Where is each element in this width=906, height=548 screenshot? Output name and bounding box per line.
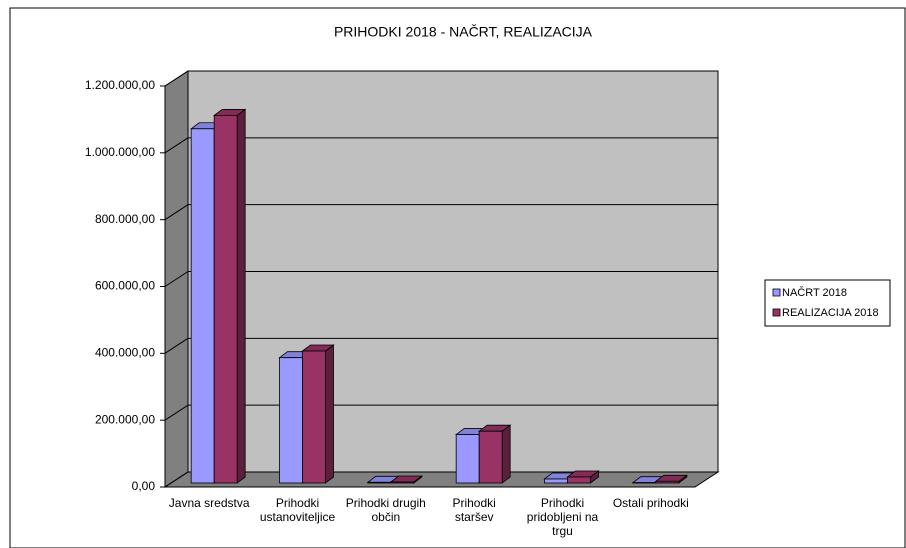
y-tick-label: 1.200.000,00 — [85, 78, 155, 92]
bar-front — [190, 128, 215, 484]
bar — [654, 474, 689, 484]
bar — [477, 424, 512, 484]
grid-line — [164, 337, 189, 354]
bar-side — [501, 424, 511, 484]
x-tick-label: Javna sredstva — [168, 496, 250, 510]
bar — [212, 108, 247, 484]
bar-front — [544, 478, 568, 484]
grid-line — [164, 404, 189, 421]
legend-label: REALIZACIJA 2018 — [782, 307, 879, 319]
y-tick-label: 400.000,00 — [95, 346, 155, 360]
bar — [389, 475, 424, 484]
bar-front — [567, 476, 591, 484]
legend-box — [764, 279, 891, 327]
x-tick-label: Prihodki ustanoviteljice — [259, 496, 336, 524]
legend-swatch — [772, 288, 781, 297]
bar-front — [478, 430, 503, 484]
legend-swatch — [772, 308, 781, 317]
x-tick-label: Prihodki staršev — [452, 496, 496, 524]
bar-side — [325, 344, 334, 484]
y-tick-label: 200.000,00 — [95, 412, 155, 426]
legend: NAČRT 2018 REALIZACIJA 2018 — [764, 279, 891, 327]
bar-front — [655, 480, 680, 484]
bar-front — [455, 434, 480, 484]
bar-front — [213, 115, 238, 484]
y-tick-label: 600.000,00 — [95, 279, 155, 293]
bar-side — [236, 108, 246, 484]
grid-line — [164, 137, 189, 154]
bar-front — [390, 481, 415, 484]
grid-line — [164, 204, 189, 221]
x-tick-label: Prihodki drugih občin — [345, 496, 426, 524]
bar — [301, 344, 335, 484]
bar-front — [302, 350, 326, 484]
bar-front — [367, 481, 392, 484]
y-tick-label: 800.000,00 — [95, 212, 155, 226]
chart-title: PRIHODKI 2018 - NAČRT, REALIZACIJA — [334, 24, 593, 40]
y-tick-label: 1.000.000,00 — [85, 145, 155, 159]
legend-label: NAČRT 2018 — [782, 286, 847, 299]
bar — [566, 470, 600, 484]
grid-line — [164, 271, 189, 287]
x-tick-label: Prihodki pridobljeni na trgu — [526, 496, 599, 538]
grid-line — [164, 70, 189, 87]
x-tick-label: Ostali prihodki — [612, 496, 689, 510]
y-tick-label: 0,00 — [132, 479, 156, 493]
floor — [163, 471, 720, 488]
grid-line — [164, 471, 189, 488]
bar-front — [279, 357, 303, 484]
